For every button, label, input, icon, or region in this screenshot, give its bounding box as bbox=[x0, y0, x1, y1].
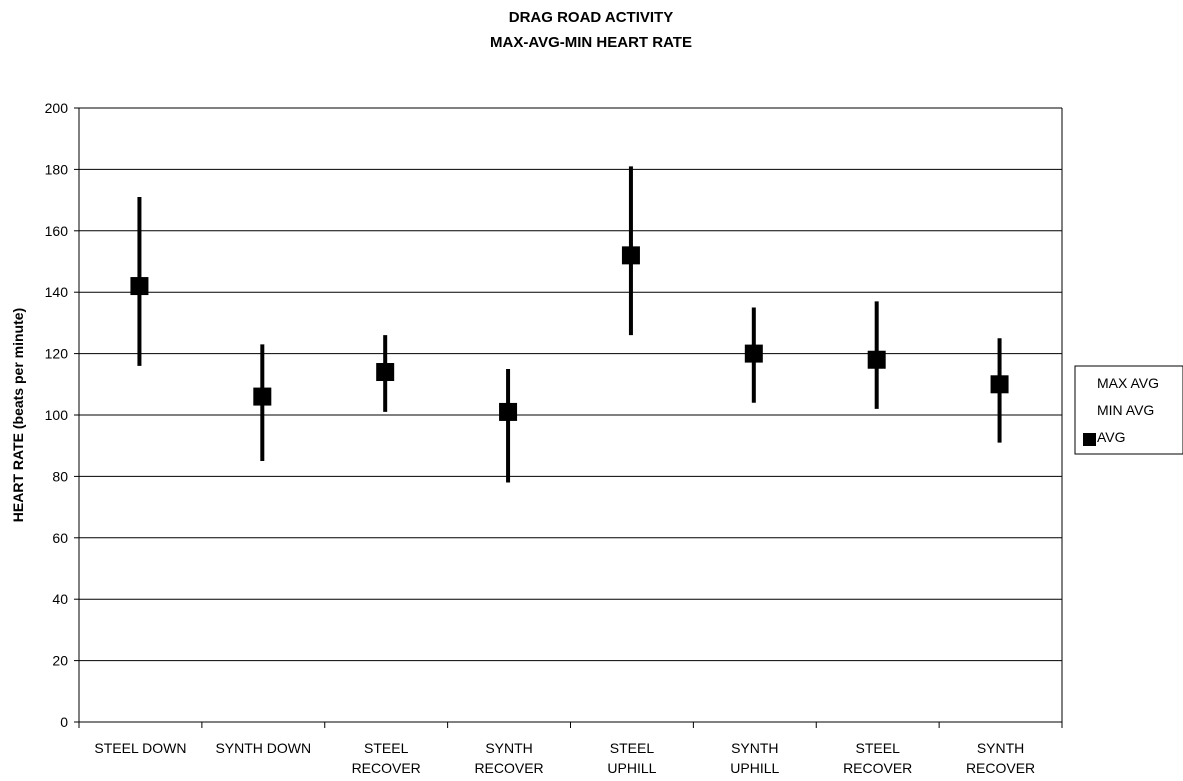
chart-title-line-2: MAX-AVG-MIN HEART RATE bbox=[490, 34, 692, 51]
legend-item-avg: AVG bbox=[1083, 429, 1126, 446]
y-tick-label: 140 bbox=[45, 284, 69, 300]
x-category-label: SYNTH DOWN bbox=[215, 740, 311, 756]
legend-swatch-avg bbox=[1083, 433, 1096, 446]
x-category-label: SYNTH RECOVER bbox=[474, 740, 543, 776]
avg-marker bbox=[376, 363, 395, 382]
y-tick-label: 80 bbox=[52, 468, 68, 484]
x-category-label: STEEL UPHILL bbox=[607, 740, 656, 776]
legend: MAX AVG MIN AVG AVG bbox=[1074, 365, 1183, 455]
x-category-labels: STEEL DOWN SYNTH DOWN STEEL RECOVER SYNTH REC… bbox=[94, 740, 1035, 776]
avg-marker bbox=[990, 375, 1009, 394]
legend-item-min-avg: MIN AVG bbox=[1097, 402, 1154, 418]
y-tick-label: 60 bbox=[52, 530, 68, 546]
legend-label-avg: AVG bbox=[1097, 429, 1126, 445]
y-axis-label: HEART RATE (beats per minute) bbox=[10, 308, 26, 522]
y-tick-label: 100 bbox=[45, 407, 69, 423]
y-tick-label: 120 bbox=[45, 346, 69, 362]
y-tick-label: 40 bbox=[52, 591, 68, 607]
avg-marker bbox=[744, 344, 763, 363]
y-tick-label: 180 bbox=[45, 161, 69, 177]
x-category-label: STEEL RECOVER bbox=[352, 740, 421, 776]
y-tick-label: 200 bbox=[45, 100, 69, 116]
y-tick-label: 20 bbox=[52, 653, 68, 669]
avg-marker bbox=[867, 350, 886, 369]
chart-title: DRAG ROAD ACTIVITY MAX-AVG-MIN HEART RAT… bbox=[490, 9, 692, 51]
axes bbox=[74, 107, 1063, 728]
y-tick-labels: 0 20 40 60 80 100 120 140 160 180 200 bbox=[45, 100, 69, 730]
x-category-label: STEEL DOWN bbox=[94, 740, 186, 756]
legend-item-max-avg: MAX AVG bbox=[1097, 375, 1159, 391]
legend-label-max-avg: MAX AVG bbox=[1097, 375, 1159, 391]
hilo-marks bbox=[130, 166, 1009, 483]
x-category-label: STEEL RECOVER bbox=[843, 740, 912, 776]
avg-marker bbox=[499, 402, 518, 421]
x-category-label: SYNTH RECOVER bbox=[966, 740, 1035, 776]
x-category-label: SYNTH UPHILL bbox=[730, 740, 779, 776]
avg-marker bbox=[253, 387, 272, 406]
avg-marker bbox=[130, 277, 149, 296]
chart-title-line-1: DRAG ROAD ACTIVITY bbox=[509, 9, 673, 26]
gridlines bbox=[79, 107, 1063, 722]
avg-marker bbox=[621, 246, 640, 265]
y-tick-label: 160 bbox=[45, 223, 69, 239]
legend-label-min-avg: MIN AVG bbox=[1097, 402, 1154, 418]
y-tick-label: 0 bbox=[60, 714, 68, 730]
